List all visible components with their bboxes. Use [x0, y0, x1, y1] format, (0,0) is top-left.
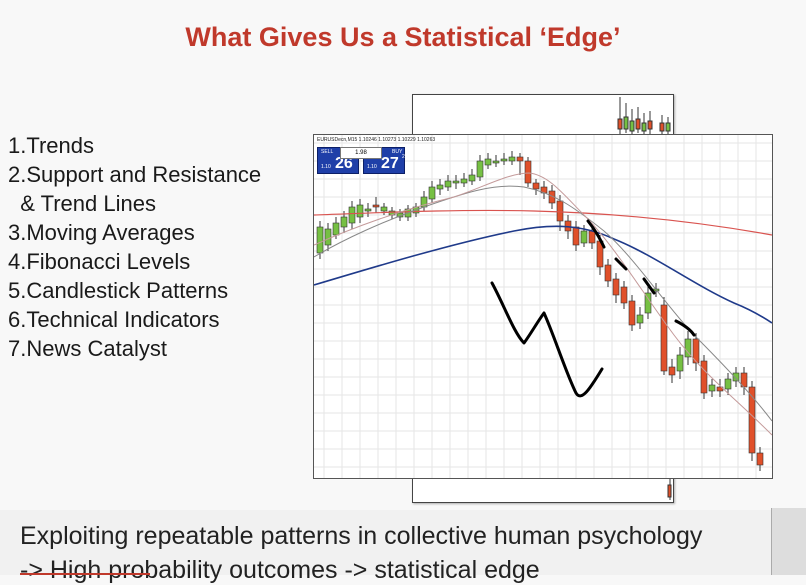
symbol-header: EURUSDecn,M15 1.10246 1.10273 1.10229 1.…	[317, 137, 436, 143]
list-item: 7.News Catalyst	[8, 336, 167, 361]
buy-price-sup: 2	[402, 154, 405, 160]
edge-factor-list: 1.Trends 2.Support and Resistance & Tren…	[8, 131, 261, 363]
moving-average-gray	[314, 185, 772, 422]
candlestick-series	[316, 151, 764, 471]
list-item: & Trend Lines	[8, 191, 156, 216]
list-item: 1.Trends	[8, 133, 95, 158]
list-item: 2.Support and Resistance	[8, 162, 262, 187]
buy-label: BUY	[392, 149, 403, 155]
forex-chart-window[interactable]: EURUSDecn,M15 1.10246 1.10273 1.10229 1.…	[313, 134, 773, 479]
moving-average-red	[314, 209, 772, 236]
sell-price-prefix: 1.10	[321, 164, 331, 170]
list-item: 3.Moving Averages	[8, 220, 195, 245]
lot-size-input[interactable]: 1.98	[340, 147, 382, 159]
sell-label: SELL	[321, 149, 334, 155]
candlestick-chart[interactable]	[314, 135, 772, 478]
chart-grid	[314, 135, 772, 478]
slide-title: What Gives Us a Statistical ‘Edge’	[185, 22, 621, 52]
hand-drawn-w-pattern	[490, 281, 604, 398]
buy-price-big: 27	[381, 155, 399, 172]
sell-price-big: 26	[335, 155, 353, 172]
background-chart-candles	[617, 97, 672, 500]
footer-band	[0, 510, 806, 575]
moving-average-pink	[314, 172, 772, 436]
list-item: 5.Candlestick Patterns	[8, 278, 229, 303]
list-item: 6.Technical Indicators	[8, 307, 220, 332]
buy-price-prefix: 1.10	[367, 164, 377, 170]
moving-average-blue	[314, 225, 772, 324]
list-item: 4.Fibonacci Levels	[8, 249, 191, 274]
presenter-thumbnail	[771, 508, 806, 575]
sell-button[interactable]: SELL 1.10 26 9	[317, 147, 359, 174]
footer-line-2: -> High probability outcomes -> statisti…	[20, 556, 540, 584]
footer-line-1: Exploiting repeatable patterns in collec…	[20, 522, 703, 550]
hand-drawn-trendline	[586, 219, 696, 337]
footer-underline	[20, 573, 150, 575]
one-click-trade-panel: SELL 1.10 26 9 BUY 1.10 27 2 1.98	[317, 147, 405, 174]
